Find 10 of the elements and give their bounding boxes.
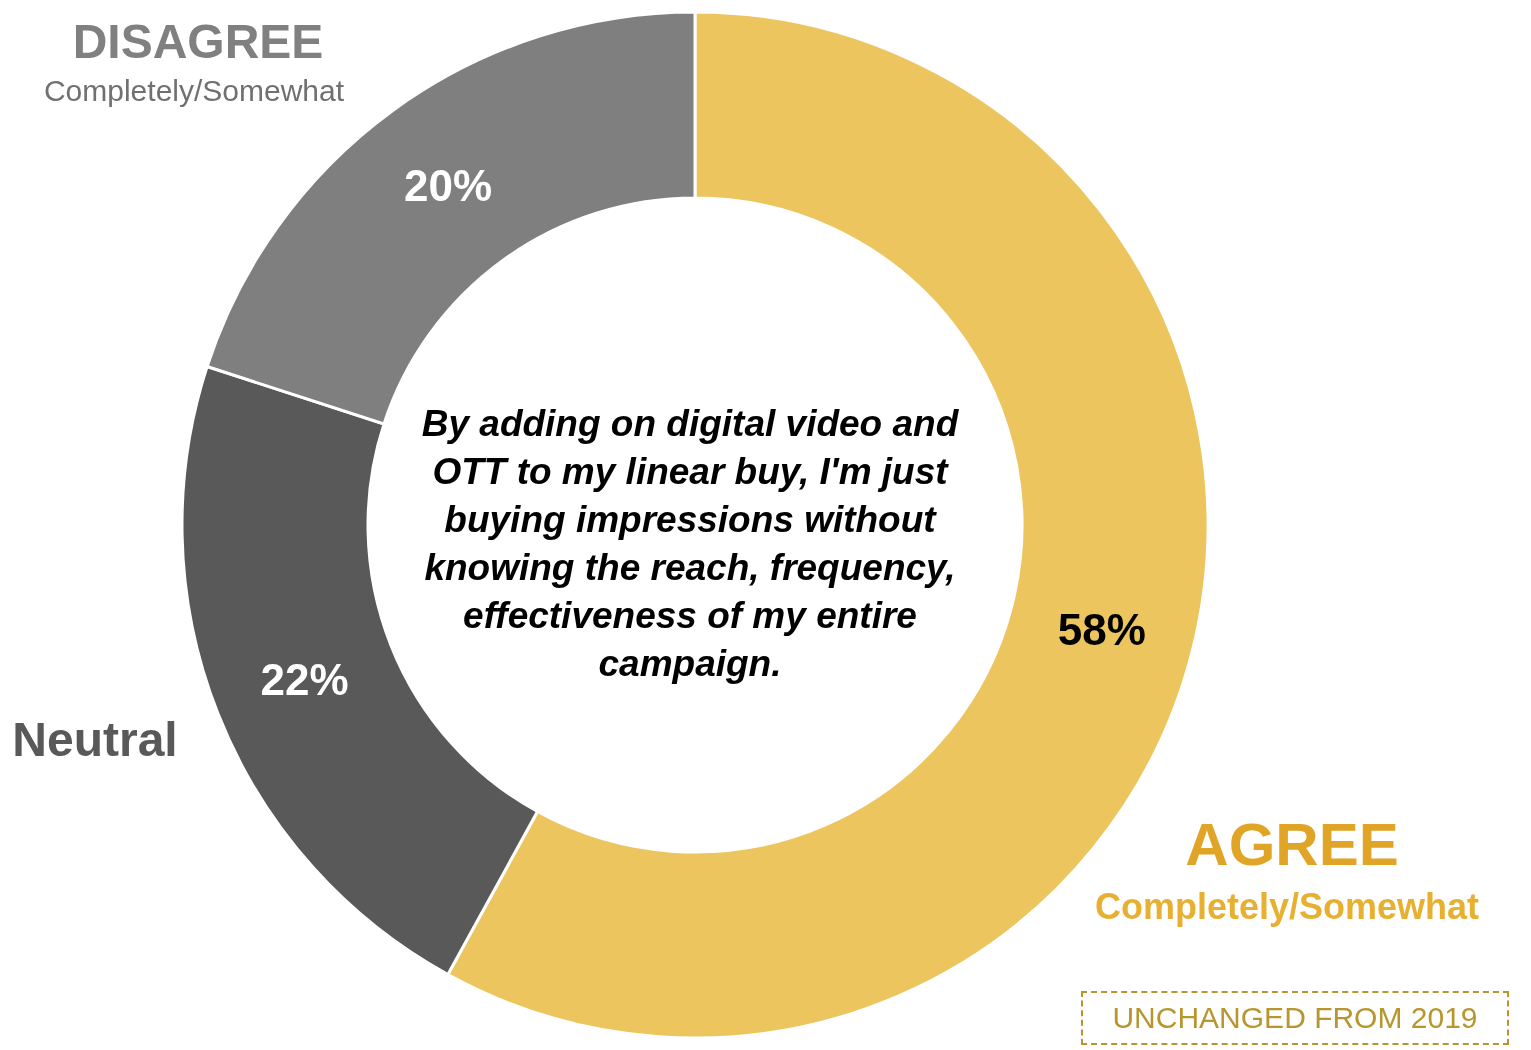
data-label: 20% [404,160,493,210]
text: By adding on digital video and OTT to my linear buy, I'm just buying impressions without knowing the reach, frequency, effectiveness of my entire campaign. [420,402,960,686]
text: Completely/Somewhat [42,74,346,108]
text: Completely/Somewhat [1093,886,1481,928]
slice-label: AGREE [1184,811,1400,878]
data-label: 22% [260,655,349,705]
text: UNCHANGED FROM 2019 [1081,991,1509,1045]
slice-label: Neutral [11,713,179,767]
data-label: 58% [1057,604,1146,654]
slice-label: DISAGREE [71,15,325,69]
